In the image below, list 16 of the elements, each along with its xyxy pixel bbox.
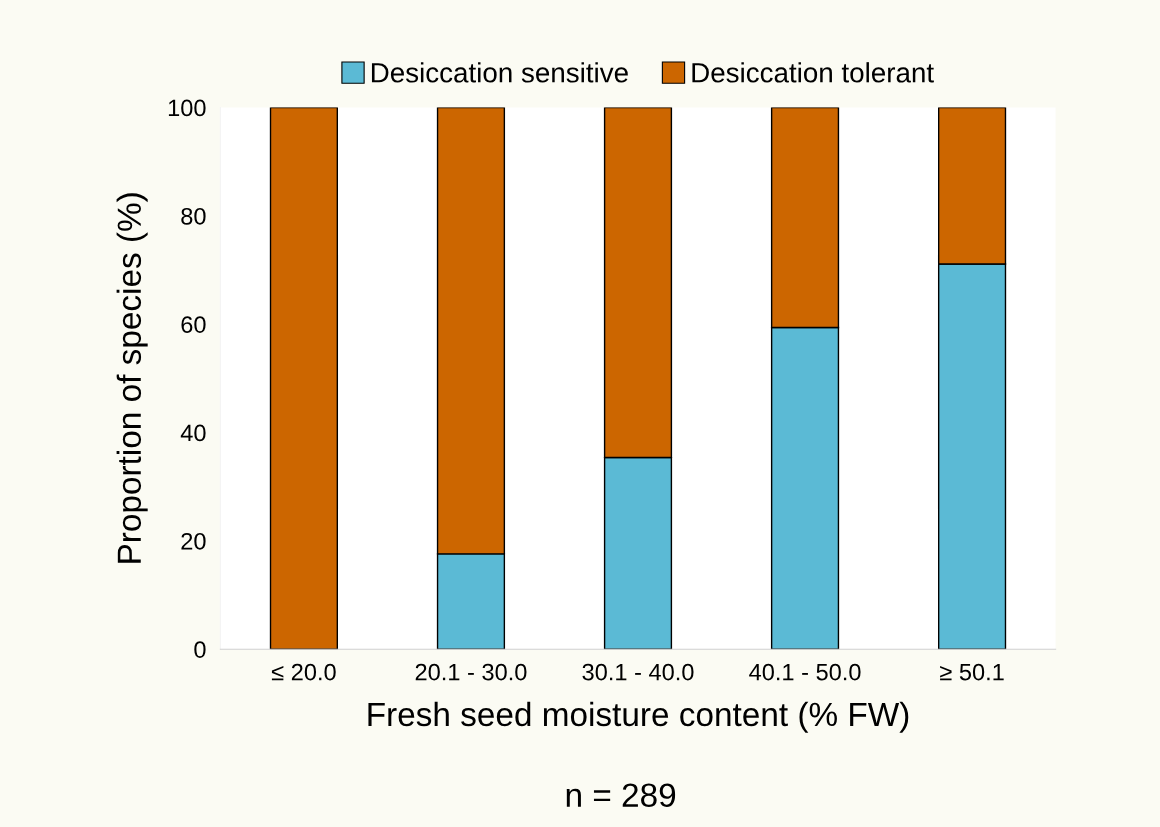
text: n = 289 [566,783,676,807]
x-tick-label: ≥ 50.1 [940,663,1004,681]
y-tick-label: 40 [180,424,206,442]
legend-label: Desiccation sensitive [371,62,628,83]
y-axis-title: Proportion of species (%) [116,193,148,563]
x-tick-label: ≤ 20.0 [271,663,336,681]
x-tick-label: 20.1 - 30.0 [415,663,527,681]
y-tick-label: 80 [181,207,206,225]
y-tick-label: 100 [168,99,206,117]
y-tick-label: 0 [194,641,206,658]
x-axis-title: Fresh seed moisture content (% FW) [368,701,909,733]
legend-label: Desiccation tolerant [692,62,934,83]
x-tick-label: 40.1 - 50.0 [749,663,861,681]
y-tick-label: 60 [181,316,206,333]
y-tick-label: 20 [181,532,206,550]
x-tick-label: 30.1 - 40.0 [582,663,694,681]
